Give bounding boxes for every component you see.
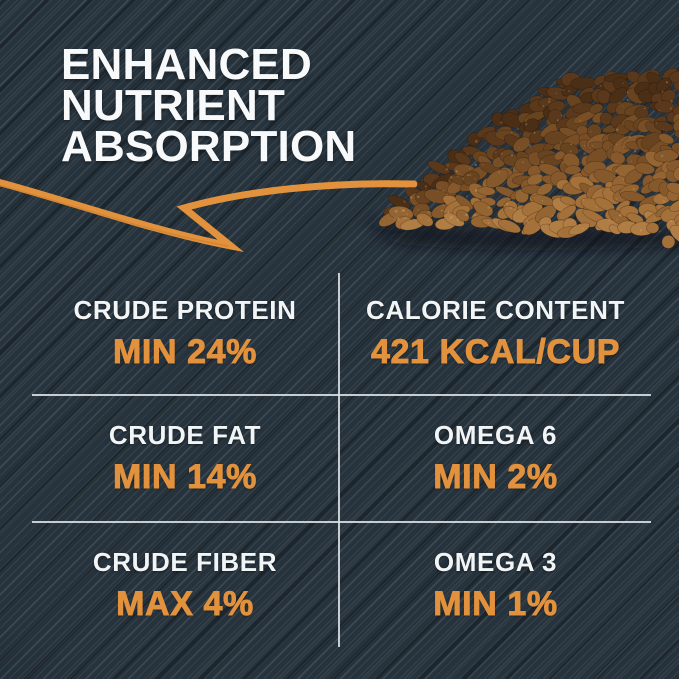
divider-horizontal-top bbox=[32, 394, 651, 396]
kibble-pile-photo bbox=[378, 67, 679, 249]
headline-line-1: ENHANCED bbox=[61, 40, 312, 89]
headline: ENHANCED NUTRIENT ABSORPTION bbox=[61, 40, 357, 171]
stat-value: MIN 24% bbox=[112, 333, 258, 372]
stat-label: OMEGA 3 bbox=[433, 546, 558, 577]
stat-label: CALORIE CONTENT bbox=[366, 295, 625, 325]
divider-vertical bbox=[338, 273, 340, 647]
stat-value: 421 KCAL/CUP bbox=[370, 333, 621, 372]
stat-value: MIN 14% bbox=[112, 458, 258, 497]
stat-crude-fiber: CRUDE FIBER MAX 4% bbox=[32, 523, 338, 647]
arrow-texture-stroke bbox=[0, 184, 229, 247]
stat-calorie-content: CALORIE CONTENT 421 KCAL/CUP bbox=[340, 273, 651, 394]
stat-value: MIN 2% bbox=[433, 458, 558, 497]
stat-omega-3: OMEGA 3 MIN 1% bbox=[340, 523, 651, 647]
stat-label: CRUDE FAT bbox=[108, 420, 262, 450]
headline-line-2: NUTRIENT bbox=[61, 81, 286, 130]
stat-label: CRUDE FIBER bbox=[92, 546, 278, 577]
stat-omega-6: OMEGA 6 MIN 2% bbox=[340, 396, 651, 521]
stat-label: CRUDE PROTEIN bbox=[73, 295, 297, 325]
kibble-pile-shadow bbox=[380, 226, 679, 250]
stat-crude-fat: CRUDE FAT MIN 14% bbox=[32, 396, 338, 521]
divider-horizontal-bottom bbox=[32, 521, 651, 523]
arrow-icon bbox=[0, 178, 418, 253]
headline-line-3: ABSORPTION bbox=[61, 122, 357, 171]
stat-value: MAX 4% bbox=[116, 584, 254, 623]
stat-crude-protein: CRUDE PROTEIN MIN 24% bbox=[32, 273, 338, 394]
stat-label: OMEGA 6 bbox=[433, 420, 558, 450]
stat-value: MIN 1% bbox=[433, 584, 558, 623]
